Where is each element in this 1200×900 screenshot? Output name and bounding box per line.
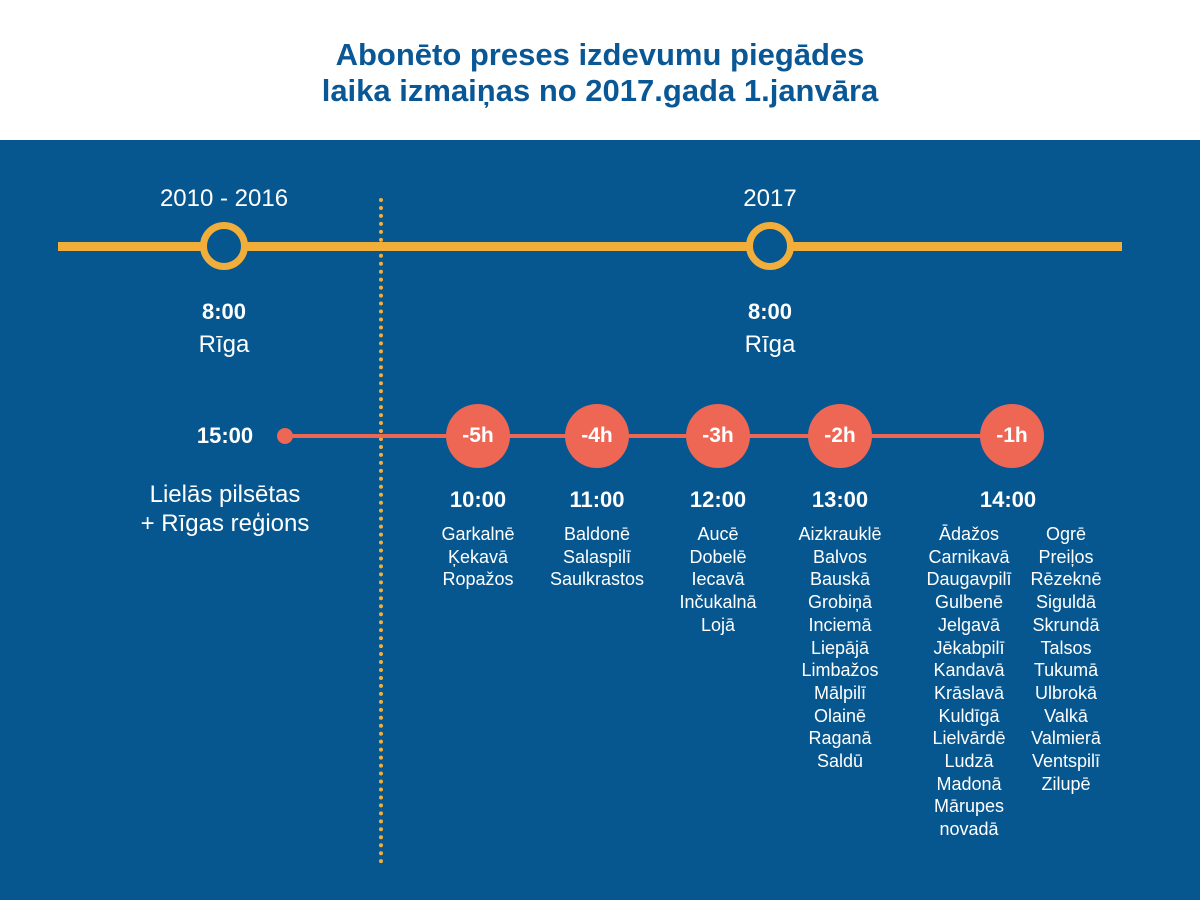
new-time-10: 10:00: [449, 487, 507, 512]
town-name: Salaspilī: [562, 546, 632, 567]
town-name: novadā: [939, 819, 999, 840]
town-name: Garkalnē: [441, 524, 515, 544]
town-name: Iecavā: [691, 569, 745, 590]
town-list-14-col-2: Ogrē Preiļos Rēzeknē Siguldā Skrundā Talsos Tu…: [1030, 523, 1101, 795]
town-name: Zilupē: [1041, 773, 1091, 794]
timeline-panel: 2010 - 2016 2017 8:00 Rīga 8:00 Rīga 15:…: [0, 140, 1200, 900]
town-name: Inčukalnā: [679, 592, 757, 613]
town-name: Lielvārdē: [932, 728, 1006, 749]
town-name: Inciemā: [808, 614, 872, 635]
town-name: Ropažos: [442, 569, 514, 590]
timeline-red-line: [284, 434, 1036, 438]
town-name: Krāslavā: [933, 682, 1005, 703]
town-name: Kuldīgā: [938, 705, 1000, 726]
town-name: Grobiņā: [807, 592, 873, 613]
period-after-label: 2017: [743, 185, 797, 212]
town-list-11: Baldonē Salaspilī Saulkrastos: [550, 523, 644, 591]
town-name: Lojā: [700, 614, 736, 635]
timeline-red-start-dot: [277, 428, 293, 444]
town-name: Madonā: [936, 773, 1002, 794]
town-name: Preiļos: [1038, 546, 1094, 567]
town-name: Valmierā: [1031, 728, 1101, 749]
town-name: Kandavā: [933, 660, 1005, 681]
title-line-2: laika izmaiņas no 2017.gada 1.janvāra: [321, 73, 879, 108]
regions-time-before: 15:00: [196, 423, 254, 448]
regions-label-line-2: + Rīgas reģions: [140, 510, 310, 537]
town-list-12: Aucē Dobelē Iecavā Inčukalnā Lojā: [679, 523, 756, 637]
town-name: Carnikavā: [928, 546, 1010, 567]
shift-badge-2h: -2h: [808, 404, 872, 468]
town-name: Dobelē: [689, 546, 747, 567]
title-line-1: Abonēto preses izdevumu piegādes: [335, 37, 865, 72]
header: Abonēto preses izdevumu piegādes laika i…: [0, 0, 1200, 140]
shift-badge-3h: -3h: [686, 404, 750, 468]
shift-badge-4h: -4h: [565, 404, 629, 468]
town-name: Ventspilī: [1031, 751, 1101, 772]
regions-label: Lielās pilsētas + Rīgas reģions: [141, 480, 310, 538]
riga-place-before: Rīga: [198, 331, 250, 358]
town-name: Saldū: [816, 751, 864, 772]
town-name: Ķekavā: [447, 546, 509, 567]
town-name: Liepājā: [810, 637, 870, 658]
shift-badge-5h: -5h: [446, 404, 510, 468]
town-name: Jēkabpilī: [933, 637, 1005, 658]
town-name: Siguldā: [1035, 592, 1097, 613]
town-list-13: Aizkrauklē Balvos Bauskā Grobiņā Inciemā Liep…: [798, 523, 881, 773]
town-name: Ludzā: [944, 751, 994, 772]
town-name: Tukumā: [1033, 660, 1099, 681]
town-list-14-col-1: Ādažos Carnikavā Daugavpilī Gulbenē Jelgavā J…: [926, 523, 1011, 841]
riga-time-before: 8:00: [201, 299, 247, 324]
town-name: Ogrē: [1045, 524, 1087, 544]
town-name: Bauskā: [809, 569, 871, 590]
town-name: Gulbenē: [934, 592, 1004, 613]
town-name: Skrundā: [1032, 614, 1100, 635]
town-name: Aizkrauklē: [798, 524, 882, 544]
shift-badge-1h: -1h: [980, 404, 1044, 468]
town-name: Valkā: [1044, 705, 1088, 726]
town-name: Rēzeknē: [1030, 569, 1102, 590]
town-name: Baldonē: [563, 524, 631, 544]
town-name: Ādažos: [938, 524, 1000, 544]
town-name: Saulkrastos: [549, 569, 645, 590]
new-time-11: 11:00: [569, 487, 625, 512]
town-name: Olainē: [813, 705, 867, 726]
timeline-gold-line: [58, 242, 1122, 251]
town-name: Mālpilī: [813, 682, 866, 703]
town-name: Aucē: [697, 524, 739, 544]
town-name: Limbažos: [801, 660, 879, 681]
town-name: Mārupes: [933, 796, 1005, 817]
new-time-12: 12:00: [689, 487, 747, 512]
town-name: Daugavpilī: [926, 569, 1012, 590]
timeline-marker-after: [746, 222, 794, 270]
town-list-10: Garkalnē Ķekavā Ropažos: [441, 523, 514, 591]
period-divider: [379, 198, 383, 864]
riga-place-after: Rīga: [744, 331, 796, 358]
town-name: Ulbrokā: [1034, 682, 1098, 703]
town-name: Balvos: [812, 546, 868, 567]
town-name: Talsos: [1040, 637, 1092, 658]
town-name: Raganā: [808, 728, 872, 749]
town-name: Jelgavā: [937, 614, 1001, 635]
period-before-label: 2010 - 2016: [159, 185, 289, 212]
new-time-13: 13:00: [811, 487, 869, 512]
new-time-14: 14:00: [979, 487, 1037, 512]
riga-time-after: 8:00: [747, 299, 793, 324]
timeline-marker-before: [200, 222, 248, 270]
regions-label-line-1: Lielās pilsētas: [149, 481, 301, 508]
